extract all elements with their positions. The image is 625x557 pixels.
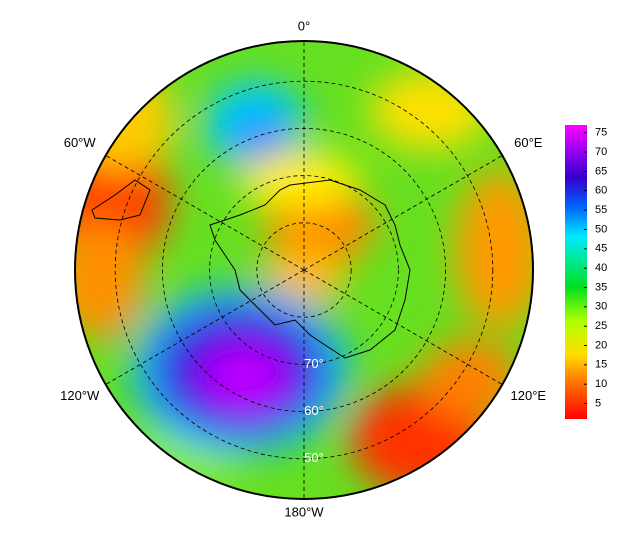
latitude-label: 60° bbox=[304, 403, 324, 418]
colorbar-tick-label: 75 bbox=[595, 127, 607, 139]
longitude-label: 0° bbox=[298, 18, 310, 33]
colorbar-tick-label: 20 bbox=[595, 339, 607, 351]
latitude-label: 70° bbox=[304, 356, 324, 371]
colorbar-tick-label: 15 bbox=[595, 359, 607, 371]
latitude-circle bbox=[114, 80, 494, 460]
colorbar-tick-label: 40 bbox=[595, 262, 607, 274]
colorbar-tick-label: 55 bbox=[595, 204, 607, 216]
meridian bbox=[303, 269, 503, 385]
longitude-label: 60°W bbox=[64, 135, 97, 150]
colorbar-tick-label: 70 bbox=[595, 146, 607, 158]
latitude-circle bbox=[256, 222, 352, 318]
coastline bbox=[209, 179, 411, 359]
graticule bbox=[105, 41, 503, 499]
colorbar-tick-label: 65 bbox=[595, 165, 607, 177]
colorbar-tick-label: 50 bbox=[595, 223, 607, 235]
coastline bbox=[91, 179, 151, 221]
colorbar-tick-label: 25 bbox=[595, 320, 607, 332]
longitude-label: 180°W bbox=[284, 504, 324, 519]
labels: 0° 60°E 120°E 180°W 120°W 60°W 70° 60° 50° bbox=[60, 18, 546, 519]
colorbar-tick-label: 35 bbox=[595, 281, 607, 293]
colorbar-ramp bbox=[565, 125, 587, 419]
map-border bbox=[74, 40, 534, 500]
colorbar: 5 10 15 20 25 30 35 40 45 50 55 60 65 70 75 bbox=[565, 125, 607, 419]
colorbar-tick-label: 10 bbox=[595, 378, 607, 390]
colorbar-tick-label: 5 bbox=[595, 397, 601, 409]
meridian bbox=[105, 269, 305, 385]
field bbox=[75, 41, 533, 499]
colorbar-tick-label: 30 bbox=[595, 301, 607, 313]
longitude-label: 120°W bbox=[60, 388, 100, 403]
meridian bbox=[303, 155, 503, 271]
latitude-label: 50° bbox=[304, 450, 324, 465]
colorbar-tick-label: 45 bbox=[595, 243, 607, 255]
longitude-label: 60°E bbox=[514, 135, 543, 150]
longitude-label: 120°E bbox=[511, 388, 547, 403]
colorbar-tick-label: 60 bbox=[595, 185, 607, 197]
meridian bbox=[105, 155, 305, 271]
